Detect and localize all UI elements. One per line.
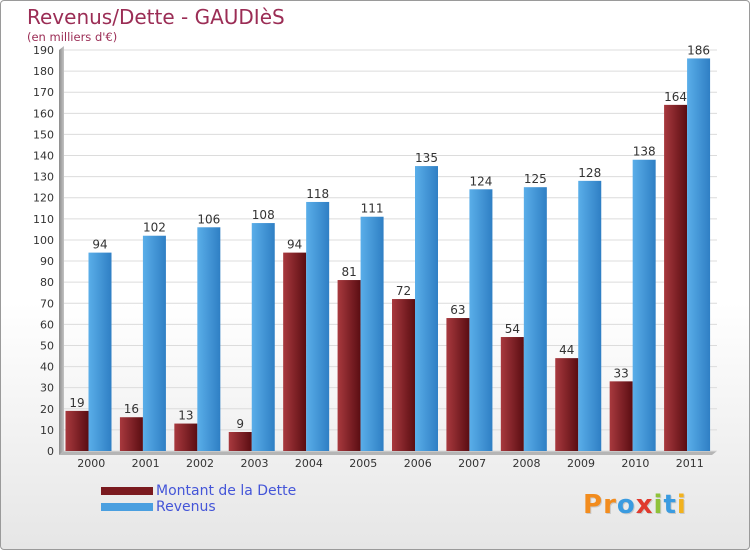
data-label: 19 bbox=[69, 396, 84, 410]
y-tick-label: 190 bbox=[33, 44, 54, 57]
bar-revenus bbox=[88, 252, 112, 451]
bar-dette bbox=[65, 410, 89, 451]
data-label: 9 bbox=[236, 417, 244, 431]
data-label: 13 bbox=[178, 409, 193, 423]
x-tick-label: 2005 bbox=[349, 457, 377, 470]
chart-subtitle: (en milliers d'€) bbox=[27, 30, 118, 44]
data-label: 111 bbox=[361, 202, 384, 216]
bar-dette bbox=[283, 252, 307, 451]
bar-revenus bbox=[632, 159, 656, 451]
y-tick-label: 30 bbox=[40, 382, 54, 395]
data-label: 81 bbox=[341, 265, 356, 279]
bar-revenus bbox=[142, 235, 166, 451]
x-tick-label: 2004 bbox=[295, 457, 323, 470]
data-label: 164 bbox=[664, 90, 687, 104]
x-tick-label: 2010 bbox=[621, 457, 649, 470]
data-label: 135 bbox=[415, 151, 438, 165]
x-tick-label: 2003 bbox=[240, 457, 268, 470]
x-tick-label: 2000 bbox=[77, 457, 105, 470]
y-tick-label: 90 bbox=[40, 255, 54, 268]
data-label: 106 bbox=[197, 212, 220, 226]
y-tick-label: 20 bbox=[40, 403, 54, 416]
y-tick-label: 120 bbox=[33, 192, 54, 205]
bar-revenus bbox=[360, 216, 384, 451]
y-tick-label: 160 bbox=[33, 107, 54, 120]
axis-floor bbox=[59, 451, 717, 455]
bar-revenus bbox=[251, 223, 275, 451]
y-tick-label: 130 bbox=[33, 171, 54, 184]
y-tick-label: 60 bbox=[40, 318, 54, 331]
data-label: 72 bbox=[396, 284, 411, 298]
data-label: 138 bbox=[633, 145, 656, 159]
y-tick-label: 70 bbox=[40, 297, 54, 310]
y-tick-label: 80 bbox=[40, 276, 54, 289]
legend-swatch-revenus bbox=[101, 503, 153, 511]
x-tick-label: 2002 bbox=[186, 457, 214, 470]
y-tick-label: 0 bbox=[47, 445, 54, 458]
legend-swatch-dette bbox=[101, 487, 153, 495]
bar-dette bbox=[446, 318, 470, 451]
legend-label-revenus: Revenus bbox=[156, 499, 216, 515]
bar-revenus bbox=[469, 189, 493, 451]
bar-dette bbox=[609, 381, 633, 451]
data-label: 54 bbox=[505, 322, 520, 336]
bar-dette bbox=[555, 358, 579, 451]
data-label: 186 bbox=[687, 43, 710, 57]
y-tick-label: 170 bbox=[33, 86, 54, 99]
y-tick-label: 100 bbox=[33, 234, 54, 247]
x-tick-label: 2006 bbox=[404, 457, 432, 470]
logo-letter: x bbox=[635, 490, 654, 520]
data-label: 124 bbox=[469, 174, 492, 188]
axis-wall bbox=[59, 46, 64, 455]
bar-revenus bbox=[578, 180, 602, 451]
bar-revenus bbox=[197, 227, 221, 451]
data-label: 16 bbox=[124, 402, 139, 416]
data-label: 128 bbox=[578, 166, 601, 180]
x-tick-label: 2011 bbox=[676, 457, 704, 470]
bar-dette bbox=[664, 104, 688, 451]
bar-revenus bbox=[306, 201, 330, 451]
logo-letter: i bbox=[676, 490, 687, 520]
bar-dette bbox=[228, 432, 252, 451]
logo-letter: r bbox=[603, 490, 617, 520]
y-tick-label: 10 bbox=[40, 424, 54, 437]
data-label: 94 bbox=[92, 238, 107, 252]
logo-letter: t bbox=[663, 490, 677, 520]
logo-letter: o bbox=[616, 490, 636, 520]
data-label: 44 bbox=[559, 343, 574, 357]
data-label: 63 bbox=[450, 303, 465, 317]
bar-dette bbox=[500, 337, 524, 451]
bar-dette bbox=[119, 417, 143, 451]
data-label: 33 bbox=[614, 366, 629, 380]
y-tick-label: 40 bbox=[40, 361, 54, 374]
x-tick-label: 2007 bbox=[458, 457, 486, 470]
legend-label-dette: Montant de la Dette bbox=[156, 483, 297, 499]
y-tick-label: 110 bbox=[33, 213, 54, 226]
x-tick-label: 2009 bbox=[567, 457, 595, 470]
chart-title: Revenus/Dette - GAUDIèS bbox=[27, 5, 285, 29]
data-label: 108 bbox=[252, 208, 275, 222]
data-label: 94 bbox=[287, 238, 302, 252]
x-tick-label: 2008 bbox=[513, 457, 541, 470]
y-tick-label: 50 bbox=[40, 339, 54, 352]
bar-revenus bbox=[687, 58, 711, 451]
proxiti-logo: Proxiti bbox=[583, 490, 687, 520]
y-tick-label: 150 bbox=[33, 128, 54, 141]
bar-dette bbox=[174, 423, 198, 451]
data-label: 102 bbox=[143, 221, 166, 235]
bar-dette bbox=[392, 299, 415, 451]
y-tick-label: 140 bbox=[33, 150, 54, 163]
bar-revenus bbox=[415, 166, 438, 451]
logo-letter: i bbox=[653, 490, 664, 520]
x-tick-label: 2001 bbox=[132, 457, 160, 470]
logo-letter: P bbox=[583, 490, 604, 520]
bar-dette bbox=[337, 280, 361, 451]
data-label: 118 bbox=[306, 187, 329, 201]
data-label: 125 bbox=[524, 172, 547, 186]
bar-revenus bbox=[523, 187, 547, 451]
y-tick-label: 180 bbox=[33, 65, 54, 78]
